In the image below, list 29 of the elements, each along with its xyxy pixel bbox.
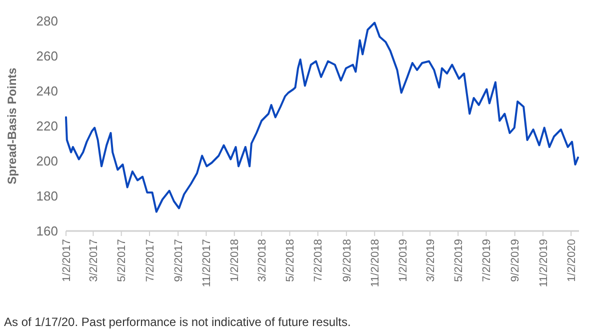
x-tick-label: 5/2/2019 bbox=[452, 239, 465, 282]
y-tick-label: 200 bbox=[36, 154, 58, 169]
x-tick-label: 7/2/2017 bbox=[144, 239, 156, 282]
x-tick-label: 3/2/2019 bbox=[424, 239, 437, 282]
x-tick-label: 3/2/2017 bbox=[88, 239, 100, 282]
y-tick-label: 280 bbox=[36, 14, 58, 29]
x-tick-label: 5/2/2017 bbox=[116, 239, 128, 282]
y-axis-title: Spread-Basis Points bbox=[5, 67, 19, 184]
y-tick-label: 220 bbox=[36, 118, 58, 134]
x-tick-label: 9/2/2018 bbox=[341, 239, 354, 282]
x-tick-label: 9/2/2017 bbox=[172, 239, 185, 282]
x-tick-label: 9/2/2019 bbox=[510, 239, 522, 282]
y-tick-label: 260 bbox=[36, 48, 58, 64]
y-tick-label: 180 bbox=[36, 188, 58, 204]
x-tick-label: 3/2/2018 bbox=[256, 239, 268, 282]
x-tick-label: 11/2/2019 bbox=[538, 239, 550, 288]
x-tick-label: 5/2/2018 bbox=[284, 239, 297, 282]
x-tick-label: 11/2/2018 bbox=[369, 239, 382, 288]
x-tick-label: 11/2/2017 bbox=[201, 239, 214, 288]
text: As of 1/17/20. Past performance is not indicative of future results. bbox=[4, 315, 351, 329]
x-tick-label: 1/2/2019 bbox=[398, 239, 410, 282]
x-tick-label: 1/2/2017 bbox=[60, 239, 73, 282]
x-tick-label: 7/2/2018 bbox=[312, 239, 325, 282]
y-tick-label: 240 bbox=[36, 84, 58, 99]
y-tick-label: 160 bbox=[36, 224, 58, 239]
x-tick-label: 7/2/2019 bbox=[481, 239, 494, 282]
x-tick-label: 1/2/2018 bbox=[229, 239, 242, 282]
x-tick-label: 1/2/2020 bbox=[566, 239, 578, 282]
line-series bbox=[65, 22, 579, 213]
